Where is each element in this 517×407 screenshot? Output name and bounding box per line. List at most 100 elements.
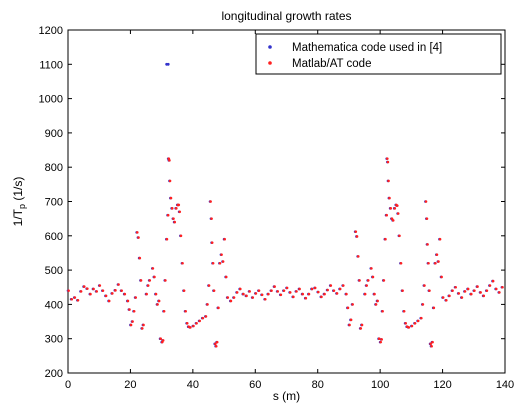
- data-point-matlab: [168, 179, 172, 183]
- data-point-matlab: [460, 296, 464, 299]
- data-point-matlab: [356, 255, 360, 258]
- data-point-matlab: [354, 230, 358, 233]
- data-point-matlab: [385, 213, 388, 217]
- data-point-matlab: [451, 289, 454, 292]
- data-point-matlab: [210, 241, 214, 244]
- data-point-matlab: [195, 321, 198, 325]
- y-axis-label-subscript: p: [17, 204, 27, 209]
- data-point-matlab: [423, 284, 426, 287]
- data-point-matlab: [184, 309, 187, 313]
- data-point-matlab: [95, 290, 98, 293]
- y-tick-label: 400: [45, 299, 63, 311]
- data-point-matlab: [260, 293, 264, 297]
- data-point-matlab: [355, 235, 359, 238]
- data-point-matlab: [298, 287, 301, 291]
- data-point-matlab: [381, 309, 384, 313]
- data-point-matlab: [173, 220, 177, 224]
- data-point-matlab: [218, 261, 222, 265]
- data-point-matlab: [151, 267, 155, 270]
- data-point-matlab: [189, 326, 192, 329]
- data-point-matlab: [111, 292, 114, 295]
- y-tick-label: 200: [45, 368, 63, 380]
- data-point-matlab: [416, 319, 420, 323]
- data-point-matlab: [388, 196, 391, 200]
- data-point-matlab: [168, 159, 171, 162]
- data-point-matlab: [214, 342, 217, 346]
- data-point-matlab: [292, 295, 295, 299]
- data-point-matlab: [169, 196, 173, 200]
- data-point-matlab: [276, 290, 280, 293]
- data-point-matlab: [391, 219, 395, 222]
- data-point-matlab: [257, 289, 261, 292]
- data-point-matlab: [395, 204, 399, 207]
- data-point-matlab: [159, 337, 162, 341]
- data-point-matlab: [214, 344, 218, 348]
- x-tick-label: 100: [371, 379, 389, 391]
- data-point-matlab: [326, 288, 329, 292]
- legend-label: Matlab/AT code: [292, 58, 371, 70]
- data-point-matlab: [164, 279, 167, 282]
- data-point-matlab: [385, 157, 389, 160]
- y-tick-label: 500: [45, 265, 63, 277]
- data-point-matlab: [374, 303, 378, 306]
- data-point-outlier: [166, 62, 170, 66]
- data-point-matlab: [317, 290, 320, 294]
- x-axis: 0 20 40 60 80 100 120 140: [65, 30, 514, 391]
- data-point-matlab: [410, 324, 414, 328]
- x-tick-label: 40: [187, 379, 199, 391]
- data-point-matlab: [365, 284, 368, 287]
- data-point-matlab: [469, 292, 473, 296]
- data-point-matlab: [377, 337, 381, 341]
- data-point-matlab: [224, 275, 228, 279]
- data-point-matlab: [162, 309, 166, 313]
- data-point-matlab: [79, 290, 83, 293]
- data-point-matlab: [201, 316, 205, 320]
- data-point-matlab: [129, 323, 133, 327]
- data-point-matlab: [210, 217, 213, 220]
- data-point-matlab: [441, 296, 445, 299]
- data-point-matlab: [425, 217, 429, 220]
- data-point-matlab: [351, 303, 354, 306]
- data-point-matlab: [428, 289, 431, 292]
- x-tick-label: 120: [433, 379, 451, 391]
- data-point-matlab: [341, 284, 345, 287]
- data-point-matlab: [288, 291, 292, 294]
- data-point-matlab: [120, 289, 123, 292]
- data-point-matlab: [207, 284, 211, 287]
- data-point-matlab: [107, 299, 111, 303]
- data-point-matlab: [206, 303, 209, 306]
- data-point-matlab: [126, 299, 130, 303]
- data-point-matlab: [154, 292, 158, 296]
- data-point-matlab: [98, 284, 102, 287]
- data-point-matlab: [157, 299, 161, 303]
- data-point-matlab: [285, 286, 289, 290]
- data-point-matlab: [166, 213, 170, 217]
- data-point-matlab: [221, 260, 225, 263]
- data-point-matlab: [396, 212, 400, 215]
- data-point-matlab: [198, 319, 201, 323]
- data-point-matlab: [211, 261, 215, 265]
- data-point-matlab: [398, 234, 401, 238]
- data-point-matlab: [444, 298, 448, 302]
- data-point-matlab: [437, 260, 440, 263]
- data-point-matlab: [73, 296, 77, 299]
- data-point-matlab: [301, 292, 305, 296]
- data-point-matlab: [135, 231, 139, 234]
- data-point-matlab: [373, 292, 376, 296]
- data-point-matlab: [380, 338, 383, 341]
- data-point-matlab: [137, 236, 140, 239]
- data-point-matlab: [131, 320, 134, 323]
- data-point-matlab: [335, 292, 339, 295]
- data-point-matlab: [251, 296, 255, 299]
- data-point-matlab: [212, 289, 216, 292]
- data-point-matlab: [182, 289, 186, 292]
- data-point-matlab: [128, 308, 131, 311]
- data-point-matlab: [338, 287, 342, 291]
- data-point-matlab: [226, 296, 230, 299]
- data-point-matlab: [402, 309, 406, 313]
- data-point-matlab: [366, 279, 370, 282]
- y-tick-label: 1100: [39, 59, 63, 71]
- data-point-matlab: [463, 290, 467, 293]
- data-point-matlab: [248, 290, 251, 293]
